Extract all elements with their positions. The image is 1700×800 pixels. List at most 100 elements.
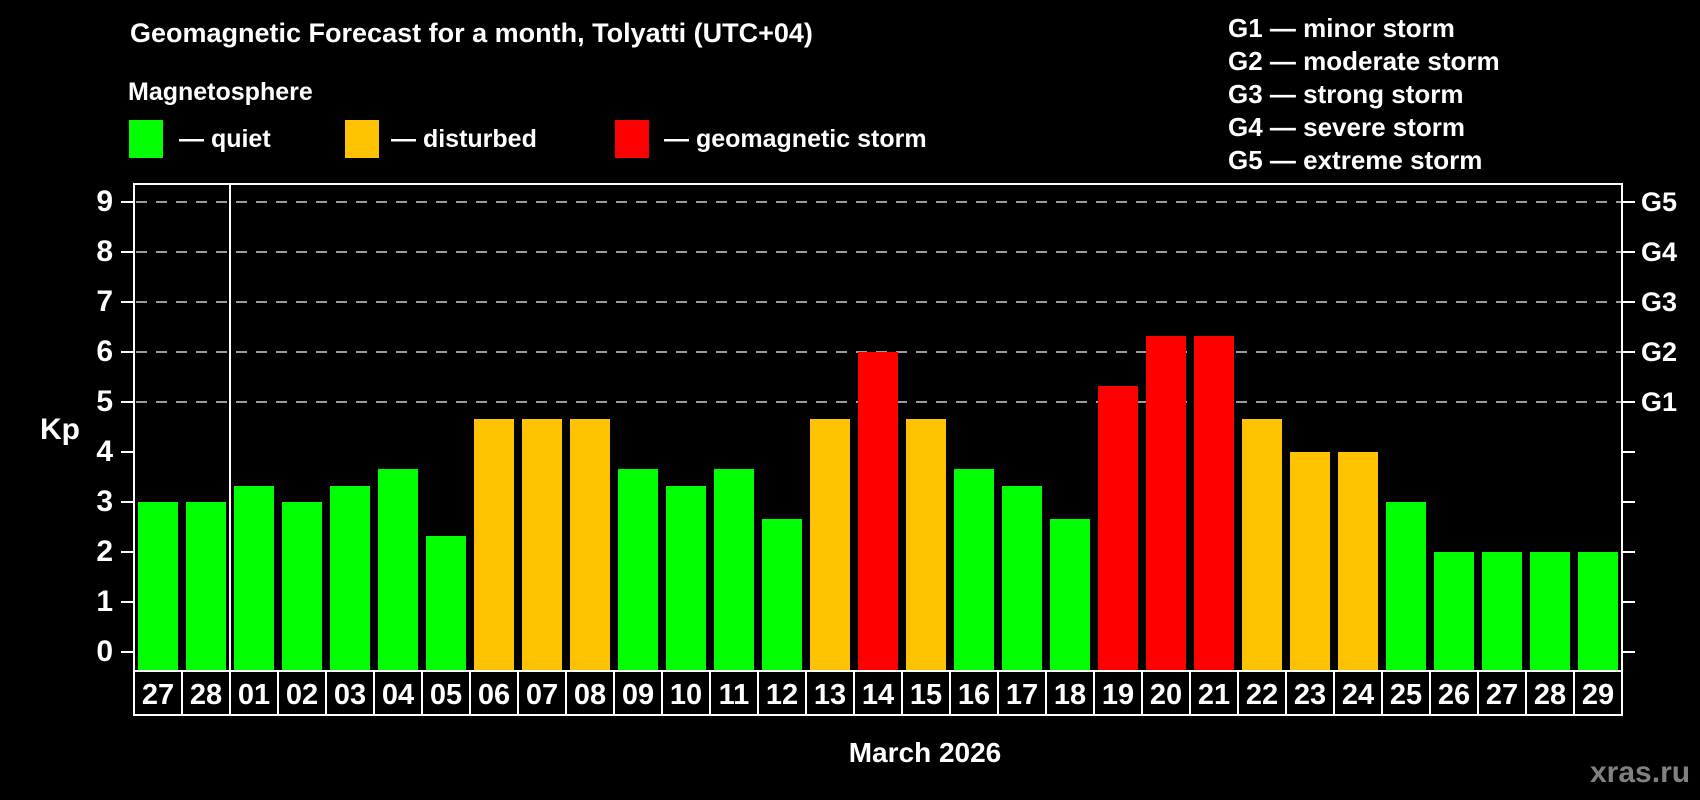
kp-bar-04: [378, 468, 418, 670]
x-axis-label: 11: [718, 679, 750, 711]
kp-bar-28: [1530, 552, 1570, 670]
x-axis-label: 04: [381, 679, 415, 711]
kp-bar-13: [810, 418, 850, 670]
watermark: xras.ru: [1590, 756, 1691, 789]
g1-legend-line: G1 — minor storm: [1228, 13, 1455, 43]
quiet-swatch-icon: [129, 120, 163, 158]
plot-border-right: [1621, 183, 1623, 716]
quiet-legend-label: — quiet: [179, 125, 271, 153]
x-label-row-bottom: [133, 714, 1623, 716]
y-axis-label: 6: [96, 335, 113, 368]
kp-bar-27: [1482, 552, 1522, 670]
g-scale-axis-label: G2: [1641, 337, 1678, 367]
x-axis-label: 27: [141, 679, 175, 711]
x-label-cell-separator: [421, 670, 423, 716]
x-label-cell-separator: [709, 670, 711, 716]
x-axis-label: 24: [1341, 679, 1375, 711]
x-label-cell-separator: [1573, 670, 1575, 716]
kp-bar-15: [906, 418, 946, 670]
page-title: Geomagnetic Forecast for a month, Tolyat…: [130, 18, 813, 48]
kp-bar-28: [186, 502, 226, 670]
x-axis-label: 16: [957, 679, 991, 711]
y-axis-label: 5: [96, 385, 113, 418]
x-label-cell-separator: [901, 670, 903, 716]
kp-bar-18: [1050, 518, 1090, 670]
y-axis-tick-right: [1623, 351, 1635, 353]
gridline-kp7: [136, 301, 1621, 303]
kp-bar-14: [858, 352, 898, 670]
x-axis-label: 25: [1389, 679, 1423, 711]
y-axis-label: 8: [96, 235, 113, 268]
y-axis-tick-right: [1623, 501, 1635, 503]
y-axis-tick-right: [1623, 651, 1635, 653]
kp-bar-09: [618, 468, 658, 670]
kp-bar-17: [1002, 485, 1042, 670]
kp-bar-27: [138, 502, 178, 670]
storm-swatch-icon: [615, 120, 649, 158]
kp-bar-05: [426, 535, 466, 670]
kp-bar-12: [762, 518, 802, 670]
x-label-cell-separator: [565, 670, 567, 716]
kp-bar-29: [1578, 552, 1618, 670]
kp-bar-11: [714, 468, 754, 670]
x-axis-label: 15: [909, 679, 943, 711]
x-axis-label: 10: [669, 679, 703, 711]
x-label-cell-separator: [1285, 670, 1287, 716]
x-axis-label: 19: [1101, 679, 1135, 711]
g-scale-axis-label: G5: [1641, 187, 1678, 217]
gridline-kp9: [136, 201, 1621, 203]
y-axis-tick: [121, 401, 134, 403]
x-axis-label: 12: [765, 679, 799, 711]
x-axis-label: 06: [477, 679, 511, 711]
kp-bar-01: [234, 485, 274, 670]
y-axis-label: 1: [96, 585, 113, 618]
x-label-cell-separator: [181, 670, 183, 716]
month-separator-line: [229, 183, 231, 716]
x-label-cell-separator: [1141, 670, 1143, 716]
y-axis-tick-right: [1623, 601, 1635, 603]
kp-bar-23: [1290, 452, 1330, 670]
kp-bar-02: [282, 502, 322, 670]
x-axis-label: 14: [861, 679, 895, 711]
y-axis-tick-right: [1623, 451, 1635, 453]
y-axis-tick-right: [1623, 401, 1635, 403]
g-scale-legend: G1 — minor storm G2 — moderate storm G3 …: [1228, 12, 1500, 177]
y-axis-label: 7: [96, 285, 113, 318]
x-label-cell-separator: [757, 670, 759, 716]
y-axis-tick: [121, 301, 134, 303]
y-axis-tick-right: [1623, 551, 1635, 553]
y-axis-label: 4: [96, 435, 113, 468]
x-label-cell-separator: [1237, 670, 1239, 716]
g-scale-axis-label: G3: [1641, 287, 1678, 317]
kp-bar-26: [1434, 552, 1474, 670]
x-axis-label: 17: [1005, 679, 1039, 711]
g-scale-axis-label: G1: [1641, 387, 1678, 417]
x-label-cell-separator: [1333, 670, 1335, 716]
kp-bar-22: [1242, 418, 1282, 670]
kp-bar-16: [954, 468, 994, 670]
x-label-cell-separator: [853, 670, 855, 716]
y-axis-label: 0: [96, 635, 113, 668]
x-axis-label: 27: [1485, 679, 1519, 711]
x-label-cell-separator: [661, 670, 663, 716]
x-axis-label: 22: [1245, 679, 1279, 711]
y-axis-tick: [121, 351, 134, 353]
x-label-row-top: [133, 670, 1623, 672]
y-axis-label: 3: [96, 485, 113, 518]
x-label-cell-separator: [469, 670, 471, 716]
y-axis-label: 9: [96, 185, 113, 218]
x-label-cell-separator: [1429, 670, 1431, 716]
kp-bar-25: [1386, 502, 1426, 670]
disturbed-legend-label: — disturbed: [391, 125, 537, 153]
x-label-cell-separator: [325, 670, 327, 716]
x-axis-label: 09: [621, 679, 655, 711]
x-label-cell-separator: [1477, 670, 1479, 716]
y-axis-tick-right: [1623, 301, 1635, 303]
disturbed-swatch-icon: [345, 120, 379, 158]
x-axis-label: 29: [1581, 679, 1615, 711]
kp-bar-03: [330, 485, 370, 670]
kp-bar-08: [570, 418, 610, 670]
kp-bar-19: [1098, 385, 1138, 670]
y-axis-tick: [121, 201, 134, 203]
kp-bar-06: [474, 418, 514, 670]
